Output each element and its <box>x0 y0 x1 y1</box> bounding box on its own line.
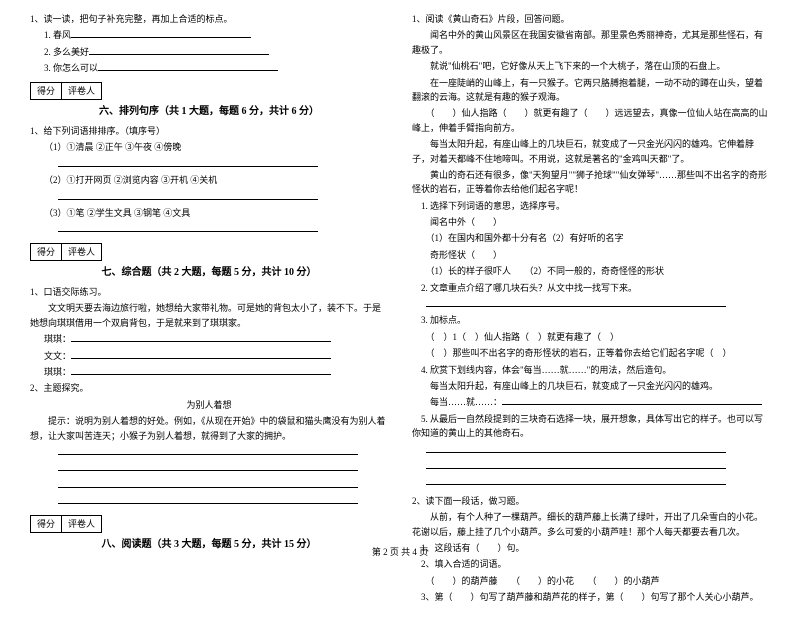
blank <box>58 190 318 200</box>
r1-q3b: （ ）那些叫不出名字的奇形怪状的岩石，正等着你去给它们起名字呢（ ） <box>412 346 770 360</box>
r1-q5-blank2 <box>412 459 770 473</box>
r1-p6: 黄山的奇石还有很多，像"天狗望月""狮子抢球""仙女弹琴"……那些叫不出名字的奇… <box>412 168 770 197</box>
blank <box>71 28 251 38</box>
grader-label: 评卷人 <box>62 83 101 99</box>
blank <box>426 297 726 307</box>
blank <box>71 332 331 342</box>
blank <box>58 494 358 504</box>
sec7-q2-heading: 为别人着想 <box>30 398 388 412</box>
blank <box>58 461 358 471</box>
label-qiqi2: 琪琪： <box>44 367 71 377</box>
q1-item-3: 3. 你怎么可以 <box>30 61 388 75</box>
sec7-q2-blank2 <box>30 461 388 475</box>
label-wenwen: 文文： <box>44 351 71 361</box>
score-label: 得分 <box>31 244 62 260</box>
r1-q4-body: 每当太阳升起，有座山峰上的几块巨石，就变成了一只金光闪闪的雄鸡。 <box>412 379 770 393</box>
r1-q5-blank3 <box>412 475 770 489</box>
sec7-q1-label-1: 琪琪： <box>30 332 388 346</box>
r2-q3: 3、第（ ）句写了葫芦藤和葫芦花的样子，第（ ）句写了那个人关心小葫芦。 <box>412 590 770 604</box>
r1-q4-stem: 4. 欣赏下划线内容，体会"每当……就……"的用法，然后造句。 <box>412 363 770 377</box>
blank <box>89 45 269 55</box>
page-two-columns: 1、读一读，把句子补充完整，再加上合适的标点。 1. 春风 2. 多么美好 3.… <box>0 0 800 626</box>
sec6-g3: （3）①笔 ②学生文具 ③钢笔 ④文具 <box>30 206 388 220</box>
blank <box>71 349 331 359</box>
score-label: 得分 <box>31 83 62 99</box>
sec7-q1-body: 文文明天要去海边旅行啦，她想给大家带礼物。可是她的背包太小了，装不下。于是她想向… <box>30 301 388 330</box>
r1-q2-blank <box>412 297 770 311</box>
score-box-7: 得分 评卷人 <box>30 243 102 261</box>
r1-q4-make: 每当……就……： <box>412 395 770 409</box>
sec6-g3-blank <box>30 222 388 236</box>
r1-q1a1: （1）在国内和国外都十分有名（2）有好听的名字 <box>412 231 770 245</box>
sec7-q1-stem: 1、口语交际练习。 <box>30 285 388 299</box>
sec7-q2-blank4 <box>30 494 388 508</box>
left-column: 1、读一读，把句子补充完整，再加上合适的标点。 1. 春风 2. 多么美好 3.… <box>30 12 388 606</box>
blank <box>502 395 762 405</box>
r2-p1: 从前，有个人种了一棵葫芦。细长的葫芦藤上长满了绿叶，开出了几朵雪白的小花。花谢以… <box>412 510 770 539</box>
q1-item-2-text: 2. 多么美好 <box>44 47 89 57</box>
sec7-q1-label-3: 琪琪： <box>30 365 388 379</box>
sec7-q2-stem: 2、主题探究。 <box>30 381 388 395</box>
r1-q1b: 奇形怪状（ ） <box>412 248 770 262</box>
sec6-g1-blank <box>30 157 388 171</box>
q1-stem: 1、读一读，把句子补充完整，再加上合适的标点。 <box>30 12 388 26</box>
r2-q2-stem: 2、填入合适的词语。 <box>412 557 770 571</box>
blank <box>58 222 318 232</box>
r1-q5-stem: 5. 从最后一自然段提到的三块奇石选择一块，展开想象，具体写出它的样子。也可以写… <box>412 412 770 441</box>
score-box-6: 得分 评卷人 <box>30 82 102 100</box>
grader-label: 评卷人 <box>62 516 101 532</box>
blank <box>58 478 358 488</box>
r1-q1b1: （1）长的样子很吓人 （2）不同一般的，奇奇怪怪的形状 <box>412 264 770 278</box>
blank <box>426 443 726 453</box>
r1-q4-make-label: 每当……就……： <box>412 397 502 407</box>
q1-item-1: 1. 春风 <box>30 28 388 42</box>
r1-p5: 每当太阳升起，有座山峰上的几块巨石，就变成了一只金光闪闪的雄鸡。它伸着脖子，对着… <box>412 137 770 166</box>
page-footer: 第 2 页 共 4 页 <box>0 545 800 559</box>
sec6-g1: （1）①清晨 ②正午 ③午夜 ④傍晚 <box>30 140 388 154</box>
blank <box>426 475 726 485</box>
score-label: 得分 <box>31 516 62 532</box>
r2-q2-body: （ ）的葫芦藤 （ ）的小花 （ ）的小葫芦 <box>412 574 770 588</box>
sec6-stem: 1、给下列词语排排序。（填序号） <box>30 124 388 138</box>
r1-p3: 在一座陡峭的山峰上，有一只猴子。它两只胳膊抱着腿，一动不动的蹲在山头，望着翻滚的… <box>412 76 770 105</box>
r1-p2: 就说"仙桃石"吧，它好像从天上飞下来的一个大桃子，落在山顶的石盘上。 <box>412 59 770 73</box>
r1-p4: （ ）仙人指路（ ）就更有趣了（ ）远远望去，真像一位仙人站在高高的山峰上，伸着… <box>412 106 770 135</box>
sec7-q2-hint: 提示：说明为别人着想的好处。例如，《从现在开始》中的袋鼠和猫头鹰没有为别人着想，… <box>30 414 388 443</box>
sec7-q1-label-2: 文文： <box>30 349 388 363</box>
sec7-q2-blank1 <box>30 445 388 459</box>
r1-q1a: 闻名中外（ ） <box>412 215 770 229</box>
right-column: 1、阅读《黄山奇石》片段，回答问题。 闻名中外的黄山风景区在我国安徽省南部。那里… <box>412 12 770 606</box>
r1-q3-stem: 3. 加标点。 <box>412 313 770 327</box>
r1-q1-stem: 1. 选择下列词语的意思，选择序号。 <box>412 199 770 213</box>
blank <box>426 459 726 469</box>
score-box-8: 得分 评卷人 <box>30 515 102 533</box>
sec7-q2-blank3 <box>30 478 388 492</box>
label-qiqi: 琪琪： <box>44 334 71 344</box>
r1-q2-stem: 2. 文章重点介绍了哪几块石头？从文中找一找写下来。 <box>412 281 770 295</box>
blank <box>98 61 278 71</box>
q1-item-3-text: 3. 你怎么可以 <box>44 63 98 73</box>
q1-item-2: 2. 多么美好 <box>30 45 388 59</box>
section-7-title: 七、综合题（共 2 大题，每题 5 分，共计 10 分） <box>30 265 388 281</box>
r1-q3a: （ ）1（ ）仙人指路（ ）就更有趣了（ ） <box>412 330 770 344</box>
section-6-title: 六、排列句序（共 1 大题，每题 6 分，共计 6 分） <box>30 104 388 120</box>
blank <box>71 365 331 375</box>
r1-stem: 1、阅读《黄山奇石》片段，回答问题。 <box>412 12 770 26</box>
blank <box>58 157 318 167</box>
blank <box>58 445 358 455</box>
r1-p1: 闻名中外的黄山风景区在我国安徽省南部。那里景色秀丽神奇，尤其是那些怪石，有趣极了… <box>412 28 770 57</box>
q1-item-1-text: 1. 春风 <box>44 30 71 40</box>
grader-label: 评卷人 <box>62 244 101 260</box>
r1-q5-blank1 <box>412 443 770 457</box>
r2-stem: 2、读下面一段话，做习题。 <box>412 494 770 508</box>
sec6-g2-blank <box>30 190 388 204</box>
sec6-g2: （2）①打开网页 ②浏览内容 ③开机 ④关机 <box>30 173 388 187</box>
